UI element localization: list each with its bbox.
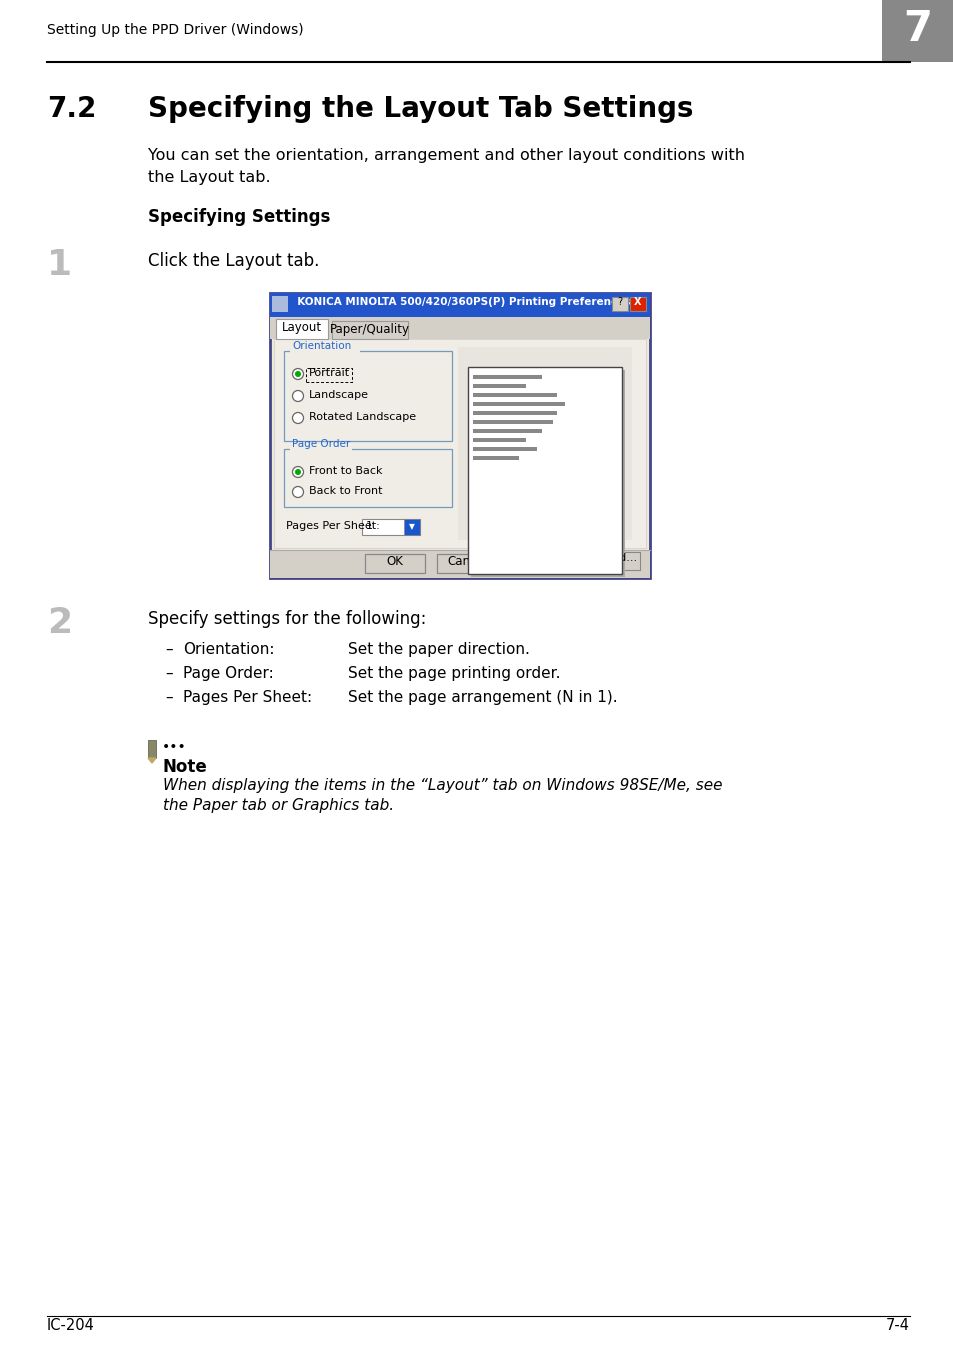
Bar bbox=[270, 293, 649, 579]
Bar bbox=[473, 420, 553, 425]
Text: X: X bbox=[634, 297, 641, 307]
Bar bbox=[274, 339, 645, 548]
Bar bbox=[270, 316, 649, 339]
Bar bbox=[306, 368, 352, 383]
Text: KONICA MINOLTA 500/420/360PS(P) Printing Preferences: KONICA MINOLTA 500/420/360PS(P) Printing… bbox=[290, 297, 630, 307]
Text: –: – bbox=[165, 667, 172, 681]
Text: Layout: Layout bbox=[282, 320, 322, 334]
Text: Set the page arrangement (N in 1).: Set the page arrangement (N in 1). bbox=[348, 690, 617, 704]
Text: Specifying the Layout Tab Settings: Specifying the Layout Tab Settings bbox=[148, 95, 693, 123]
Text: Set the page printing order.: Set the page printing order. bbox=[348, 667, 560, 681]
Text: 7-4: 7-4 bbox=[885, 1317, 909, 1333]
Circle shape bbox=[293, 466, 303, 477]
Text: Page Order:: Page Order: bbox=[183, 667, 274, 681]
Text: Note: Note bbox=[163, 758, 208, 776]
Bar bbox=[473, 448, 537, 452]
Text: –: – bbox=[165, 642, 172, 657]
Text: Specifying Settings: Specifying Settings bbox=[148, 208, 330, 226]
Bar bbox=[332, 320, 408, 339]
Bar bbox=[468, 366, 621, 575]
Bar bbox=[473, 393, 557, 397]
Circle shape bbox=[293, 369, 303, 380]
Text: ▼: ▼ bbox=[409, 522, 415, 531]
Text: 1: 1 bbox=[366, 521, 373, 531]
Text: Back to Front: Back to Front bbox=[309, 485, 382, 496]
Text: ?: ? bbox=[617, 297, 622, 307]
Bar bbox=[473, 375, 541, 379]
Text: Front to Back: Front to Back bbox=[309, 466, 382, 476]
Text: IC-204: IC-204 bbox=[47, 1317, 94, 1333]
Text: 7: 7 bbox=[902, 8, 931, 50]
Text: the Paper tab or Graphics tab.: the Paper tab or Graphics tab. bbox=[163, 798, 394, 813]
Bar bbox=[473, 384, 525, 388]
Circle shape bbox=[294, 469, 301, 475]
Bar bbox=[473, 456, 518, 460]
Circle shape bbox=[293, 391, 303, 402]
Text: –: – bbox=[165, 690, 172, 704]
Text: Specify settings for the following:: Specify settings for the following: bbox=[148, 610, 426, 627]
Bar bbox=[509, 554, 568, 573]
Text: the Layout tab.: the Layout tab. bbox=[148, 170, 271, 185]
Text: Apply: Apply bbox=[521, 556, 555, 568]
Bar bbox=[436, 554, 497, 573]
Bar bbox=[882, 0, 953, 62]
Polygon shape bbox=[148, 758, 156, 763]
Text: •••: ••• bbox=[162, 740, 187, 754]
Text: Page Order: Page Order bbox=[292, 439, 350, 449]
Bar bbox=[473, 438, 525, 442]
Bar bbox=[361, 519, 419, 535]
Text: Paper/Quality: Paper/Quality bbox=[330, 323, 410, 337]
Text: Pages Per Sheet:: Pages Per Sheet: bbox=[183, 690, 312, 704]
Bar bbox=[290, 350, 359, 360]
Text: Portrait: Portrait bbox=[309, 368, 350, 379]
Text: Advanced...: Advanced... bbox=[572, 553, 638, 562]
Text: 7.2: 7.2 bbox=[47, 95, 96, 123]
Text: Rotated Landscape: Rotated Landscape bbox=[309, 412, 416, 422]
Bar bbox=[365, 554, 424, 573]
Text: You can set the orientation, arrangement and other layout conditions with: You can set the orientation, arrangement… bbox=[148, 147, 744, 164]
Text: Orientation: Orientation bbox=[292, 341, 351, 352]
Bar bbox=[270, 293, 649, 316]
Bar bbox=[148, 740, 156, 758]
Text: Landscape: Landscape bbox=[309, 389, 369, 400]
Bar bbox=[284, 449, 452, 507]
Bar bbox=[473, 429, 541, 433]
Circle shape bbox=[293, 412, 303, 423]
Bar bbox=[284, 352, 452, 441]
Bar bbox=[569, 552, 639, 571]
Text: Pages Per Sheet:: Pages Per Sheet: bbox=[286, 521, 379, 531]
Bar bbox=[270, 550, 649, 579]
Text: Click the Layout tab.: Click the Layout tab. bbox=[148, 251, 319, 270]
Bar bbox=[473, 411, 557, 415]
Text: Setting Up the PPD Driver (Windows): Setting Up the PPD Driver (Windows) bbox=[47, 23, 303, 37]
Text: Cancel: Cancel bbox=[447, 556, 486, 568]
Text: Orientation:: Orientation: bbox=[183, 642, 274, 657]
Text: Set the paper direction.: Set the paper direction. bbox=[348, 642, 529, 657]
Text: OK: OK bbox=[386, 556, 403, 568]
Text: 2: 2 bbox=[47, 606, 72, 639]
Bar bbox=[457, 347, 631, 539]
Circle shape bbox=[294, 370, 301, 377]
Bar bbox=[612, 297, 627, 311]
Text: When displaying the items in the “Layout” tab on Windows 98SE/Me, see: When displaying the items in the “Layout… bbox=[163, 777, 721, 794]
Bar bbox=[275, 319, 328, 339]
Bar bbox=[403, 519, 419, 535]
Circle shape bbox=[293, 487, 303, 498]
Bar bbox=[471, 370, 624, 577]
Bar bbox=[473, 402, 564, 406]
Bar bbox=[629, 297, 645, 311]
Bar bbox=[290, 448, 352, 458]
Bar bbox=[272, 296, 288, 312]
Text: 1: 1 bbox=[47, 247, 72, 283]
